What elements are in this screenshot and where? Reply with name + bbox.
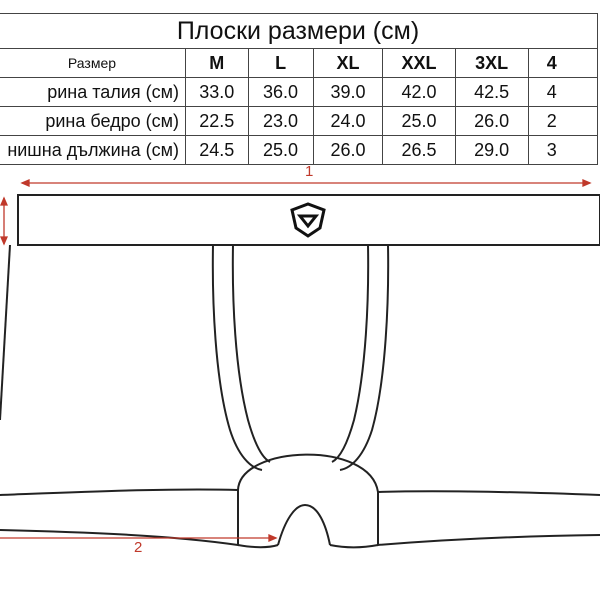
cell: 36.0 — [247, 77, 314, 107]
size-l: L — [247, 48, 314, 78]
cell: 4 — [527, 77, 599, 107]
pouch-left — [211, 244, 263, 471]
size-4xl: 4 — [527, 48, 599, 78]
pouch-right — [339, 244, 390, 471]
right-leg — [377, 490, 600, 547]
size-table: Плоски размери (см) Размер M L XL XXL 3X… — [0, 13, 599, 165]
cell: 3 — [527, 135, 599, 165]
table-title: Плоски размери (см) — [0, 13, 598, 49]
cell: 42.5 — [454, 77, 529, 107]
cell: 26.5 — [382, 135, 456, 165]
brief-outline — [0, 194, 600, 549]
cell: 42.0 — [382, 77, 456, 107]
cell: 26.0 — [454, 106, 529, 136]
cell: 26.0 — [312, 135, 384, 165]
cell: 22.5 — [184, 106, 249, 136]
size-header: Размер — [0, 48, 186, 78]
gusset — [277, 503, 331, 546]
waistband — [17, 194, 600, 246]
table-row: нишна дължина (см) 24.5 25.0 26.0 26.5 2… — [0, 135, 599, 165]
row-label: нишна дължина (см) — [0, 135, 186, 165]
table-row: рина бедро (см) 22.5 23.0 24.0 25.0 26.0… — [0, 106, 599, 136]
size-xl: XL — [312, 48, 384, 78]
cell: 2 — [527, 106, 599, 136]
marker-1: 1 — [305, 163, 314, 180]
row-label: рина бедро (см) — [0, 106, 186, 136]
header-row: Размер M L XL XXL 3XL 4 — [0, 48, 599, 78]
cell: 33.0 — [184, 77, 249, 107]
cell: 25.0 — [247, 135, 314, 165]
marker-2: 2 — [134, 539, 143, 556]
cell: 24.5 — [184, 135, 249, 165]
cell: 39.0 — [312, 77, 384, 107]
left-leg — [0, 488, 239, 547]
brand-logo-icon — [290, 202, 326, 238]
cell: 24.0 — [312, 106, 384, 136]
size-3xl: 3XL — [454, 48, 529, 78]
crotch-curve — [237, 453, 379, 493]
cell: 29.0 — [454, 135, 529, 165]
measurement-arrows — [0, 179, 592, 542]
cell: 23.0 — [247, 106, 314, 136]
